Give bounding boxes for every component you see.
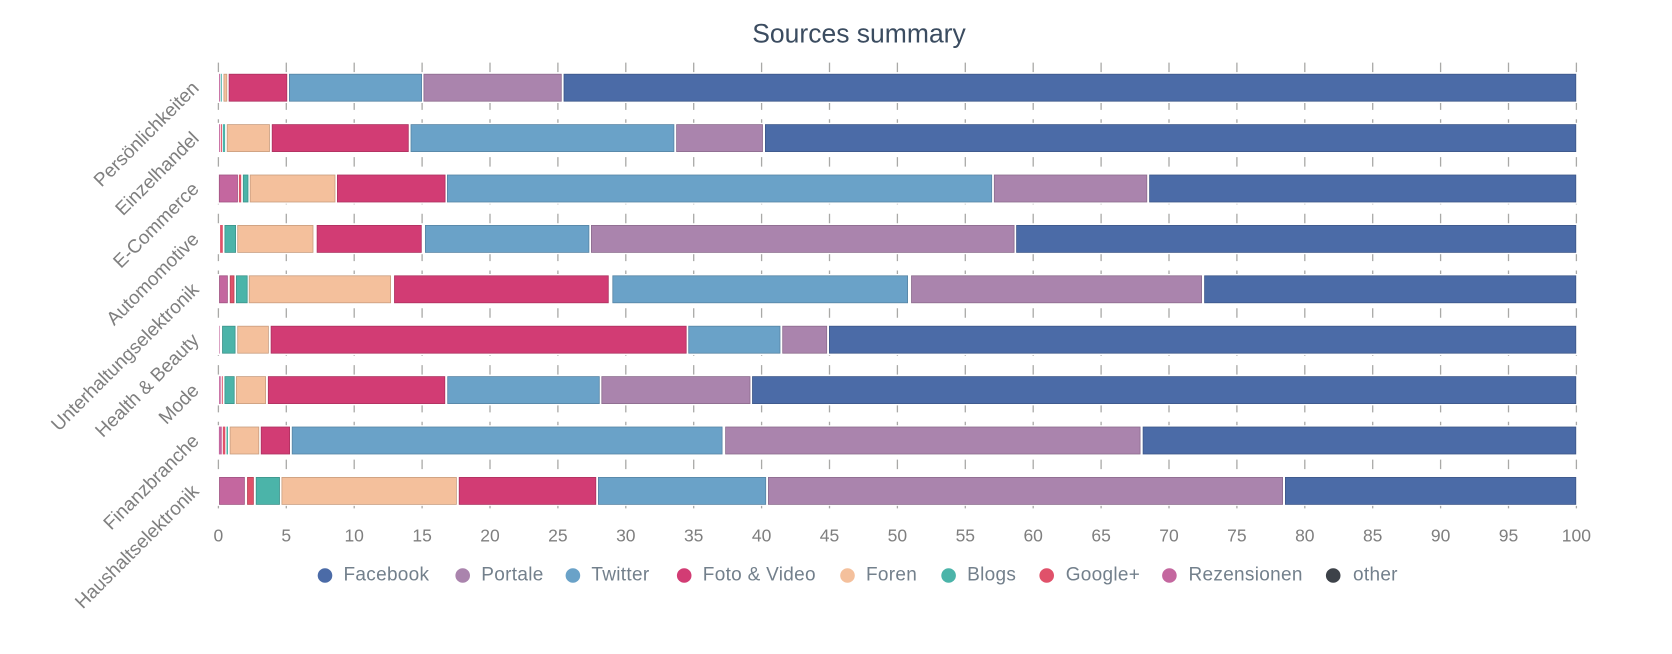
svg-text:95: 95 xyxy=(1499,526,1518,546)
svg-text:15: 15 xyxy=(412,526,431,546)
svg-text:Blogs: Blogs xyxy=(967,565,1016,586)
svg-text:55: 55 xyxy=(956,526,975,546)
svg-text:50: 50 xyxy=(888,526,908,546)
svg-text:20: 20 xyxy=(480,526,500,546)
svg-text:Foto & Video: Foto & Video xyxy=(703,565,816,586)
svg-text:Sources summary: Sources summary xyxy=(752,18,966,48)
svg-text:Facebook: Facebook xyxy=(344,565,430,586)
svg-text:80: 80 xyxy=(1295,526,1315,546)
svg-text:Rezensionen: Rezensionen xyxy=(1189,565,1303,586)
svg-text:0: 0 xyxy=(214,526,224,546)
svg-text:30: 30 xyxy=(616,526,636,546)
svg-text:70: 70 xyxy=(1159,526,1179,546)
svg-text:25: 25 xyxy=(548,526,567,546)
svg-text:35: 35 xyxy=(684,526,703,546)
svg-text:10: 10 xyxy=(344,526,364,546)
svg-text:other: other xyxy=(1353,565,1398,586)
svg-text:Google+: Google+ xyxy=(1066,565,1140,586)
svg-text:90: 90 xyxy=(1431,526,1451,546)
svg-text:Twitter: Twitter xyxy=(591,565,649,586)
svg-text:Portale: Portale xyxy=(481,565,543,586)
svg-text:65: 65 xyxy=(1091,526,1110,546)
svg-text:40: 40 xyxy=(752,526,772,546)
svg-text:Foren: Foren xyxy=(866,565,917,586)
svg-text:75: 75 xyxy=(1227,526,1246,546)
svg-text:100: 100 xyxy=(1562,526,1591,546)
svg-text:45: 45 xyxy=(820,526,839,546)
svg-text:5: 5 xyxy=(281,526,291,546)
svg-text:85: 85 xyxy=(1363,526,1382,546)
svg-text:60: 60 xyxy=(1023,526,1043,546)
